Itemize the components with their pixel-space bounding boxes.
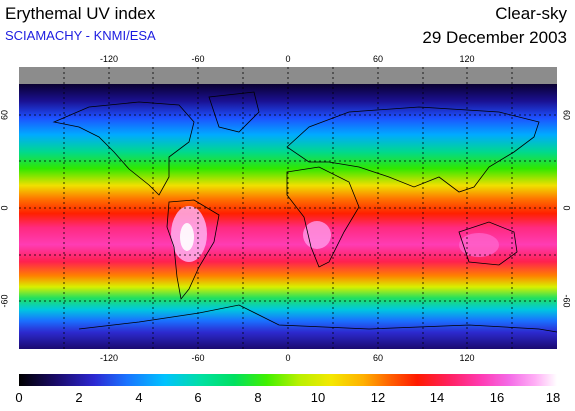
lon-tick-bottom: -120: [99, 353, 119, 363]
coast-europe-asia: [286, 106, 540, 193]
coast-antarctica: [78, 304, 557, 333]
colorbar-label: 14: [429, 390, 445, 405]
colorbar-label: 10: [310, 390, 326, 405]
lon-tick-bottom: 0: [285, 353, 291, 363]
lat-tick-right: 60: [561, 109, 572, 121]
colorbar-label: 6: [194, 390, 202, 405]
sky-condition-label: Clear-sky: [495, 4, 567, 23]
lon-tick-top: 120: [459, 54, 475, 64]
coast-north-america: [52, 101, 195, 196]
colorbar-label: 8: [254, 390, 262, 405]
lon-tick-top: 60: [372, 54, 384, 64]
lon-tick-top: -120: [99, 54, 119, 64]
uv-hotspot-africa: [303, 221, 331, 249]
coast-south-america: [166, 199, 220, 300]
colorbar-label: 12: [370, 390, 386, 405]
coast-australia: [458, 221, 518, 266]
lon-tick-bottom: 60: [372, 353, 384, 363]
lon-tick-bottom: 120: [459, 353, 475, 363]
coast-greenland: [208, 91, 260, 133]
lat-tick-left: 0: [0, 205, 10, 211]
colorbar-label: 2: [75, 390, 83, 405]
map-title: Erythemal UV index: [5, 4, 156, 23]
date-label: 29 December 2003: [422, 28, 567, 47]
uv-colorbar: [19, 374, 557, 386]
colorbar-label: 18: [545, 390, 561, 405]
lat-tick-left: 60: [0, 109, 10, 121]
uv-index-map: [19, 67, 557, 349]
colorbar-label: 16: [489, 390, 505, 405]
data-source-label: SCIAMACHY - KNMI/ESA: [5, 28, 156, 43]
no-data-band: [19, 67, 557, 84]
lat-tick-left: -60: [0, 294, 10, 308]
graticule: [19, 67, 557, 349]
colorbar-label: 0: [15, 390, 23, 405]
lon-tick-bottom: -60: [191, 353, 205, 363]
lat-tick-right: 0: [561, 205, 572, 211]
lon-tick-top: -60: [191, 54, 205, 64]
uv-hotspot-australia: [459, 233, 499, 257]
coast-africa: [286, 166, 360, 268]
uv-hotspot-south-america-peak: [180, 223, 194, 251]
lat-tick-right: -60: [561, 294, 572, 308]
coastlines: [52, 91, 557, 333]
lon-tick-top: 0: [285, 54, 291, 64]
colorbar-label: 4: [135, 390, 143, 405]
